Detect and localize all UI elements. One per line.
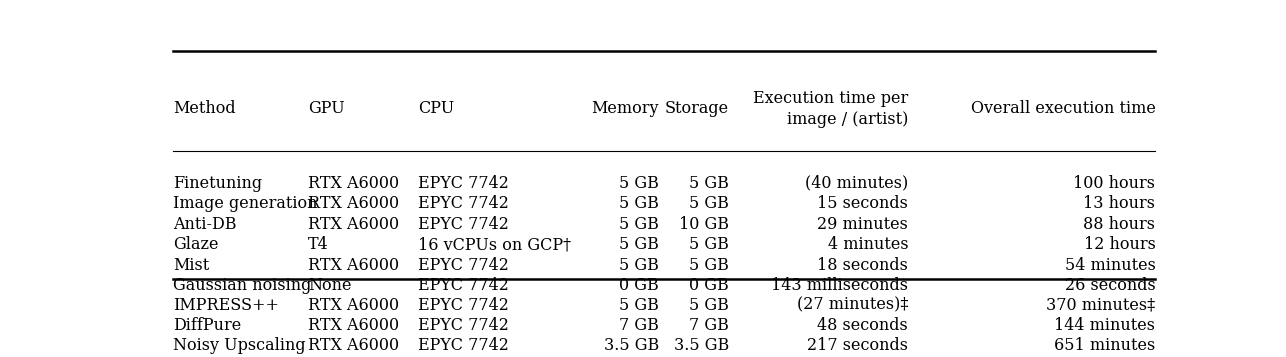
Text: Anti-DB: Anti-DB — [172, 216, 237, 233]
Text: Execution time per
image / (artist): Execution time per image / (artist) — [754, 90, 908, 128]
Text: 88 hours: 88 hours — [1083, 216, 1155, 233]
Text: RTX A6000: RTX A6000 — [309, 257, 400, 274]
Text: 5 GB: 5 GB — [619, 175, 660, 192]
Text: 217 seconds: 217 seconds — [808, 337, 908, 354]
Text: 3.5 GB: 3.5 GB — [674, 337, 729, 354]
Text: 29 minutes: 29 minutes — [818, 216, 908, 233]
Text: (40 minutes): (40 minutes) — [805, 175, 908, 192]
Text: 54 minutes: 54 minutes — [1065, 257, 1155, 274]
Text: 18 seconds: 18 seconds — [818, 257, 908, 274]
Text: 5 GB: 5 GB — [689, 195, 729, 212]
Text: 5 GB: 5 GB — [689, 297, 729, 314]
Text: 5 GB: 5 GB — [619, 216, 660, 233]
Text: 5 GB: 5 GB — [619, 297, 660, 314]
Text: EPYC 7742: EPYC 7742 — [418, 297, 509, 314]
Text: 5 GB: 5 GB — [619, 236, 660, 253]
Text: RTX A6000: RTX A6000 — [309, 195, 400, 212]
Text: RTX A6000: RTX A6000 — [309, 317, 400, 334]
Text: RTX A6000: RTX A6000 — [309, 297, 400, 314]
Text: 16 vCPUs on GCP†: 16 vCPUs on GCP† — [418, 236, 571, 253]
Text: 5 GB: 5 GB — [619, 195, 660, 212]
Text: None: None — [309, 277, 352, 294]
Text: 7 GB: 7 GB — [619, 317, 660, 334]
Text: 0 GB: 0 GB — [689, 277, 729, 294]
Text: 0 GB: 0 GB — [620, 277, 660, 294]
Text: 370 minutes‡: 370 minutes‡ — [1046, 297, 1155, 314]
Text: T4: T4 — [309, 236, 329, 253]
Text: 48 seconds: 48 seconds — [818, 317, 908, 334]
Text: 100 hours: 100 hours — [1074, 175, 1155, 192]
Text: 5 GB: 5 GB — [689, 175, 729, 192]
Text: Mist: Mist — [172, 257, 208, 274]
Text: EPYC 7742: EPYC 7742 — [418, 195, 509, 212]
Text: (27 minutes)‡: (27 minutes)‡ — [797, 297, 908, 314]
Text: EPYC 7742: EPYC 7742 — [418, 317, 509, 334]
Text: 5 GB: 5 GB — [689, 236, 729, 253]
Text: RTX A6000: RTX A6000 — [309, 175, 400, 192]
Text: Image generation: Image generation — [172, 195, 318, 212]
Text: Overall execution time: Overall execution time — [971, 100, 1155, 117]
Text: 10 GB: 10 GB — [679, 216, 729, 233]
Text: 651 minutes: 651 minutes — [1055, 337, 1155, 354]
Text: 144 minutes: 144 minutes — [1055, 317, 1155, 334]
Text: Storage: Storage — [665, 100, 729, 117]
Text: 12 hours: 12 hours — [1084, 236, 1155, 253]
Text: RTX A6000: RTX A6000 — [309, 216, 400, 233]
Text: IMPRESS++: IMPRESS++ — [172, 297, 279, 314]
Text: Gaussian noising: Gaussian noising — [172, 277, 311, 294]
Text: Noisy Upscaling: Noisy Upscaling — [172, 337, 305, 354]
Text: EPYC 7742: EPYC 7742 — [418, 175, 509, 192]
Text: Finetuning: Finetuning — [172, 175, 262, 192]
Text: EPYC 7742: EPYC 7742 — [418, 277, 509, 294]
Text: EPYC 7742: EPYC 7742 — [418, 337, 509, 354]
Text: Method: Method — [172, 100, 235, 117]
Text: 15 seconds: 15 seconds — [818, 195, 908, 212]
Text: Memory: Memory — [592, 100, 660, 117]
Text: 143 milliseconds: 143 milliseconds — [772, 277, 908, 294]
Text: 3.5 GB: 3.5 GB — [604, 337, 660, 354]
Text: DiffPure: DiffPure — [172, 317, 240, 334]
Text: 26 seconds: 26 seconds — [1065, 277, 1155, 294]
Text: EPYC 7742: EPYC 7742 — [418, 216, 509, 233]
Text: 5 GB: 5 GB — [689, 257, 729, 274]
Text: 5 GB: 5 GB — [619, 257, 660, 274]
Text: 7 GB: 7 GB — [689, 317, 729, 334]
Text: CPU: CPU — [418, 100, 454, 117]
Text: RTX A6000: RTX A6000 — [309, 337, 400, 354]
Text: EPYC 7742: EPYC 7742 — [418, 257, 509, 274]
Text: GPU: GPU — [309, 100, 345, 117]
Text: Glaze: Glaze — [172, 236, 219, 253]
Text: 13 hours: 13 hours — [1083, 195, 1155, 212]
Text: 4 minutes: 4 minutes — [828, 236, 908, 253]
